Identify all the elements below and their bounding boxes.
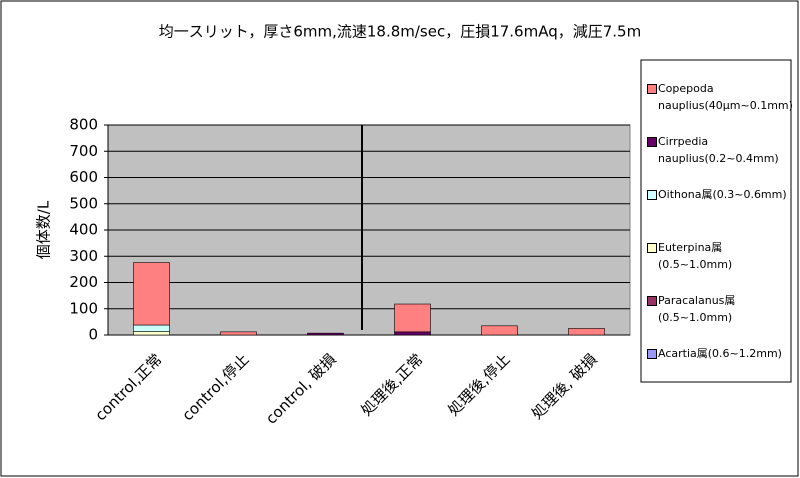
- legend-label: Cirrpedia nauplius(0.2~0.4mm): [658, 135, 779, 165]
- bar-segment: [133, 262, 170, 326]
- legend-label: Euterpina属(0.5~1.0mm): [658, 241, 733, 271]
- legend-swatch: [647, 296, 657, 306]
- y-tick-label: 700: [69, 142, 98, 160]
- bar-segment: [133, 324, 170, 332]
- y-tick-label: 400: [69, 221, 98, 239]
- legend-box: [640, 59, 792, 383]
- legend-swatch: [647, 84, 657, 94]
- bar-segment: [394, 303, 431, 333]
- legend-swatch: [647, 137, 657, 147]
- bar-segment: [394, 331, 431, 336]
- y-tick-label: 300: [69, 247, 98, 265]
- bar-segment: [568, 328, 605, 336]
- chart-title: 均一スリット，厚さ6mm,流速18.8m/sec，圧損17.6mAq，減圧7.5…: [159, 23, 641, 41]
- y-tick-label: 200: [69, 273, 98, 291]
- legend-label: Copepoda nauplius(40μm~0.1mm): [658, 82, 793, 112]
- bar-segment: [220, 331, 257, 336]
- y-tick-label: 0: [88, 326, 98, 344]
- legend-label: Acartia属(0.6~1.2mm): [658, 347, 782, 360]
- y-tick-label: 100: [69, 299, 98, 317]
- legend-label: Oithona属(0.3~0.6mm): [658, 188, 787, 201]
- bar-segment: [307, 332, 344, 336]
- legend-label: Paracalanus属(0.5~1.0mm): [658, 294, 736, 324]
- y-tick-label: 600: [69, 168, 98, 186]
- legend-swatch: [647, 243, 657, 253]
- y-tick-label: 800: [69, 116, 98, 134]
- bar-segment: [481, 325, 518, 336]
- legend-swatch: [647, 349, 657, 359]
- y-axis-label: 個体数/L: [35, 200, 53, 259]
- y-tick-label: 500: [69, 194, 98, 212]
- legend-swatch: [647, 190, 657, 200]
- bar-segment: [133, 331, 170, 336]
